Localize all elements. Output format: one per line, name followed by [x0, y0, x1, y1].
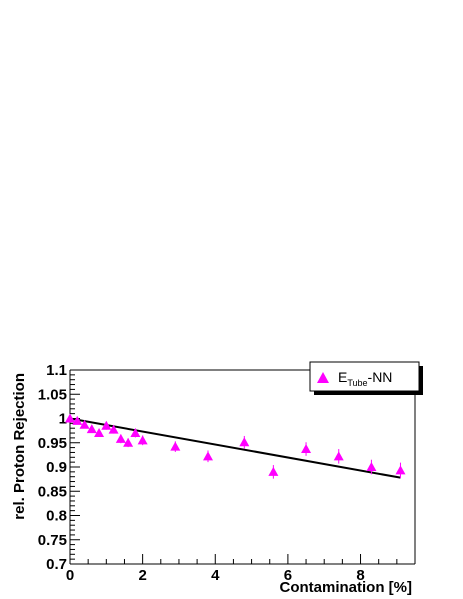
- triangle-marker: [123, 437, 134, 447]
- triangle-marker: [203, 451, 213, 461]
- y-tick-label: 0.85: [38, 483, 67, 500]
- y-tick-label: 0.95: [38, 435, 67, 452]
- triangle-marker: [94, 428, 105, 438]
- y-tick-label: 0.75: [38, 532, 67, 549]
- triangle-marker: [115, 433, 126, 443]
- fit-line-group: [69, 417, 401, 479]
- triangle-marker: [72, 415, 83, 425]
- data-point: [268, 465, 279, 479]
- data-point: [333, 449, 344, 464]
- legend: ETube-NN: [309, 361, 423, 395]
- x-tick-label: 2: [138, 567, 146, 584]
- triangle-marker: [268, 466, 279, 476]
- fit-line: [69, 417, 401, 479]
- triangle-marker: [366, 462, 377, 471]
- triangle-marker: [101, 420, 112, 430]
- data-point: [101, 420, 112, 430]
- x-axis-title: Contamination [%]: [280, 579, 413, 596]
- data-point: [86, 424, 97, 434]
- legend-marker: [317, 372, 329, 383]
- data-point: [123, 437, 134, 448]
- x-tick-label: 4: [211, 567, 220, 584]
- plot-frame: [69, 369, 416, 565]
- triangle-marker: [333, 451, 344, 461]
- data-point: [301, 442, 312, 456]
- triangle-marker: [86, 424, 97, 434]
- x-tick-label: 6: [284, 567, 292, 584]
- triangle-marker: [137, 435, 148, 445]
- data-points: [65, 413, 406, 479]
- data-point: [65, 413, 75, 423]
- triangle-marker: [170, 441, 181, 451]
- x-tick-label: 8: [356, 567, 364, 584]
- legend-label: ETube-NN: [338, 369, 392, 388]
- y-tick-label: 0.7: [46, 556, 67, 573]
- legend-box: [309, 361, 420, 392]
- triangle-marker: [395, 465, 406, 475]
- data-point: [395, 462, 406, 479]
- data-point: [170, 441, 181, 452]
- y-tick-label: 0.9: [46, 459, 67, 476]
- data-point: [108, 424, 119, 434]
- y-tick-label: 1: [59, 411, 67, 428]
- data-point: [137, 435, 148, 446]
- y-ticks: 0.7 0.75 0.8 0.85 0.9 0.95 1 1.05 1.1: [38, 362, 80, 573]
- data-point: [79, 419, 90, 429]
- y-tick-label: 1.05: [38, 386, 67, 403]
- triangle-marker: [301, 444, 312, 454]
- data-point: [94, 428, 105, 438]
- data-point: [72, 415, 83, 425]
- triangle-marker: [239, 437, 250, 447]
- data-point: [239, 435, 250, 449]
- triangle-marker: [65, 413, 75, 423]
- triangle-marker: [108, 424, 119, 434]
- data-point: [115, 433, 126, 444]
- data-point: [130, 428, 141, 438]
- y-tick-label: 0.8: [46, 508, 67, 525]
- y-axis-title: rel. Proton Rejection: [11, 373, 28, 520]
- triangle-marker: [79, 419, 90, 429]
- data-point: [366, 459, 377, 475]
- x-ticks: 0 2 4 6 8: [66, 554, 416, 584]
- x-tick-label: 0: [66, 567, 74, 584]
- triangle-marker: [130, 428, 141, 438]
- data-point: [203, 450, 213, 463]
- y-tick-label: 1.1: [46, 362, 67, 379]
